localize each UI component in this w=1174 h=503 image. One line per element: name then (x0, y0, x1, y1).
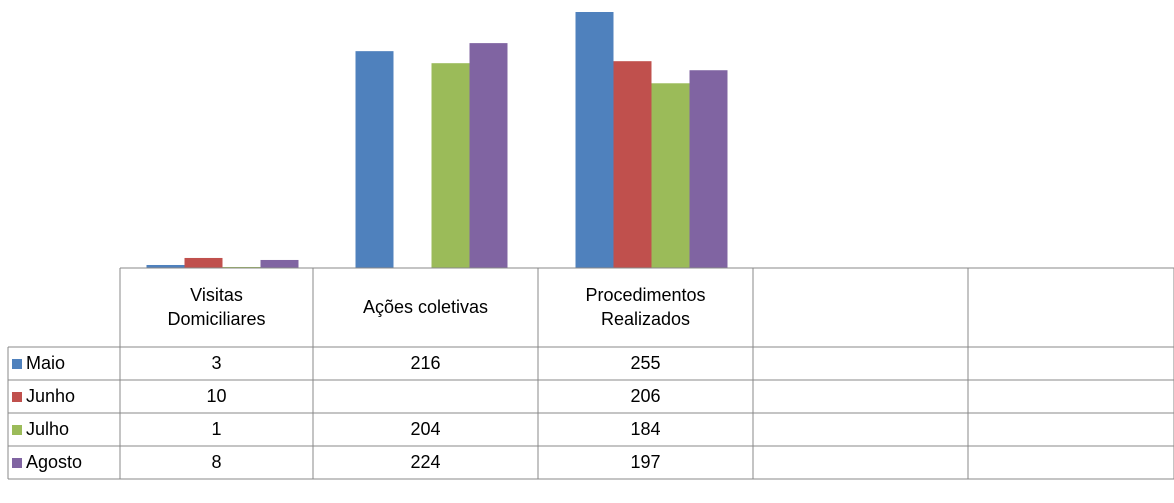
legend-label: Agosto (26, 452, 83, 472)
category-header: Procedimentos Realizados (538, 268, 753, 347)
table-value: 204 (410, 418, 441, 439)
category-header (753, 268, 968, 347)
bar (689, 70, 728, 268)
table-cell (968, 446, 1174, 479)
table-cell (968, 347, 1174, 380)
legend-item: Julho (8, 413, 120, 446)
table-cell (968, 380, 1174, 413)
legend-swatch (12, 424, 22, 435)
table-value: 197 (630, 451, 661, 472)
bar (651, 83, 690, 268)
bar (575, 12, 614, 268)
category-header: Ações coletivas (313, 268, 538, 347)
table-cell (313, 380, 538, 413)
table-cell (753, 347, 968, 380)
bar (613, 61, 652, 269)
legend-swatch (12, 391, 22, 402)
table-value: 3 (211, 352, 222, 373)
table-value: 10 (206, 385, 227, 406)
legend-swatch (12, 358, 22, 369)
bar (469, 43, 508, 268)
legend-item: Agosto (8, 446, 120, 479)
bar (431, 63, 470, 269)
category-label: Visitas Domiciliares (167, 285, 266, 329)
bar (184, 257, 223, 268)
table-cell (753, 446, 968, 479)
category-header (968, 268, 1174, 347)
category-label: Ações coletivas (362, 296, 489, 317)
bar (260, 259, 299, 268)
legend-swatch (12, 457, 22, 468)
legend-item: Junho (8, 380, 120, 413)
table-value: 184 (630, 418, 661, 439)
category-header: Visitas Domiciliares (120, 268, 313, 347)
legend-label: Junho (26, 386, 76, 406)
bar (222, 266, 261, 268)
table-cell (968, 413, 1174, 446)
table-value: 224 (410, 451, 441, 472)
table-value: 8 (211, 451, 222, 472)
table-value: 216 (410, 352, 441, 373)
bar (355, 51, 394, 269)
legend-label: Julho (26, 419, 70, 439)
table-value: 1 (211, 418, 222, 439)
table-value: 255 (630, 352, 661, 373)
legend-label: Maio (26, 353, 66, 373)
category-label: Procedimentos Realizados (585, 285, 706, 329)
table-cell (753, 380, 968, 413)
table-cell (753, 413, 968, 446)
legend-item: Maio (8, 347, 120, 380)
bar (146, 264, 185, 268)
table-value: 206 (630, 385, 661, 406)
